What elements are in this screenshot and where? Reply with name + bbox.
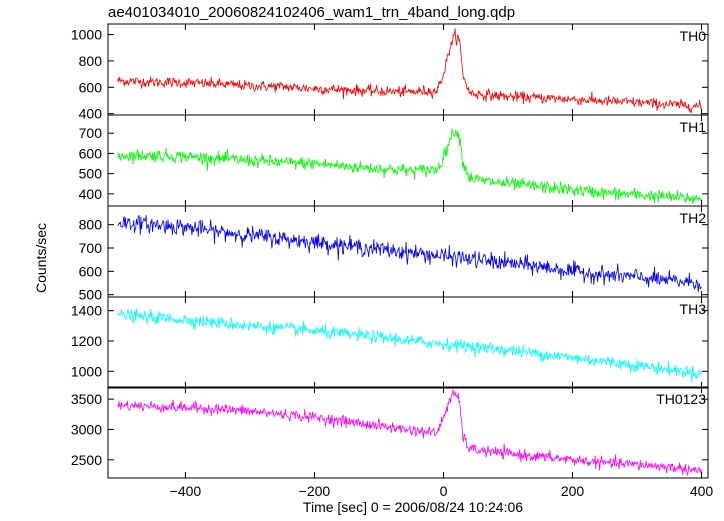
panel-label: TH0123 <box>656 391 706 407</box>
y-tick-label: 1400 <box>71 303 102 319</box>
y-tick-label: 2500 <box>71 452 102 468</box>
y-tick-label: 500 <box>79 166 103 182</box>
chart-title: ae401034010_20060824102406_wam1_trn_4ban… <box>108 4 515 21</box>
y-tick-label: 1000 <box>71 27 102 43</box>
panel-th1: 400 500 600 700 TH1 <box>79 114 709 207</box>
y-tick-label: 600 <box>79 79 103 95</box>
series-line-th1 <box>117 128 702 204</box>
x-axis-label: Time [sec] 0 = 2006/08/24 10:24:06 <box>303 499 523 515</box>
x-tick-label: 200 <box>561 483 585 499</box>
series-line-th2 <box>117 214 702 293</box>
panel-th0: 400 600 800 1000 TH0 <box>71 23 709 122</box>
series-line-th0 <box>117 28 702 114</box>
y-tick-label: 800 <box>79 53 103 69</box>
panel-label: TH3 <box>680 301 707 317</box>
y-axis-label: Counts/sec <box>33 223 49 293</box>
panel-th3: 1000 1200 1400 TH3 <box>71 296 709 389</box>
y-tick-label: 700 <box>79 240 103 256</box>
y-tick-label: 600 <box>79 263 103 279</box>
panel-label: TH0 <box>680 28 707 44</box>
y-tick-label: 3000 <box>71 421 102 437</box>
y-tick-label: 3500 <box>71 391 102 407</box>
panel-th0123: 2500 3000 3500 TH0123 <box>71 386 709 479</box>
x-tick-label: −400 <box>170 483 202 499</box>
x-tick-label: 400 <box>690 483 714 499</box>
series-line-th0123 <box>117 389 702 477</box>
series-line-th3 <box>117 308 702 383</box>
y-tick-label: 1000 <box>71 363 102 379</box>
panel-label: TH1 <box>680 119 707 135</box>
y-tick-label: 400 <box>79 106 103 122</box>
panel-frame <box>107 296 709 389</box>
y-tick-label: 700 <box>79 125 103 141</box>
panel-th2: 500 600 700 800 TH2 <box>79 205 709 303</box>
y-tick-label: 400 <box>79 186 103 202</box>
x-tick-label: 0 <box>440 483 448 499</box>
y-tick-label: 1200 <box>71 333 102 349</box>
y-tick-label: 800 <box>79 217 103 233</box>
y-tick-label: 500 <box>79 287 103 303</box>
panels-group: 400 600 800 1000 TH0 400 500 600 700 TH1 500 600 700… <box>71 23 714 499</box>
panel-frame <box>107 386 709 479</box>
x-tick-label: −200 <box>299 483 331 499</box>
panel-label: TH2 <box>680 210 707 226</box>
y-tick-label: 600 <box>79 145 103 161</box>
